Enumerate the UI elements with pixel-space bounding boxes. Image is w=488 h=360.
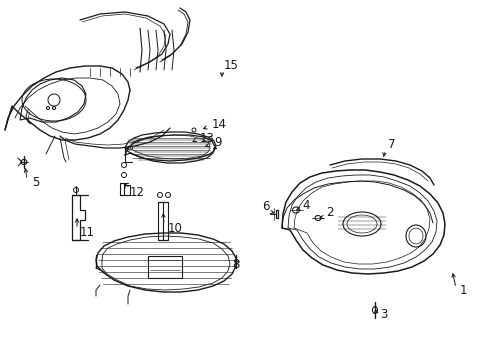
Text: 15: 15 <box>224 59 238 72</box>
Text: 3: 3 <box>379 307 386 320</box>
Text: 2: 2 <box>325 206 333 219</box>
Text: 6: 6 <box>262 199 269 212</box>
Text: 14: 14 <box>212 117 226 131</box>
Text: 13: 13 <box>200 131 214 144</box>
Text: 12: 12 <box>130 185 145 198</box>
Text: 1: 1 <box>459 284 467 297</box>
Text: 11: 11 <box>80 225 95 239</box>
Text: 4: 4 <box>302 198 309 212</box>
Text: 5: 5 <box>32 176 40 189</box>
Text: 8: 8 <box>231 257 239 270</box>
Text: 10: 10 <box>168 221 183 234</box>
Text: 9: 9 <box>214 135 221 149</box>
Text: 7: 7 <box>387 138 395 150</box>
